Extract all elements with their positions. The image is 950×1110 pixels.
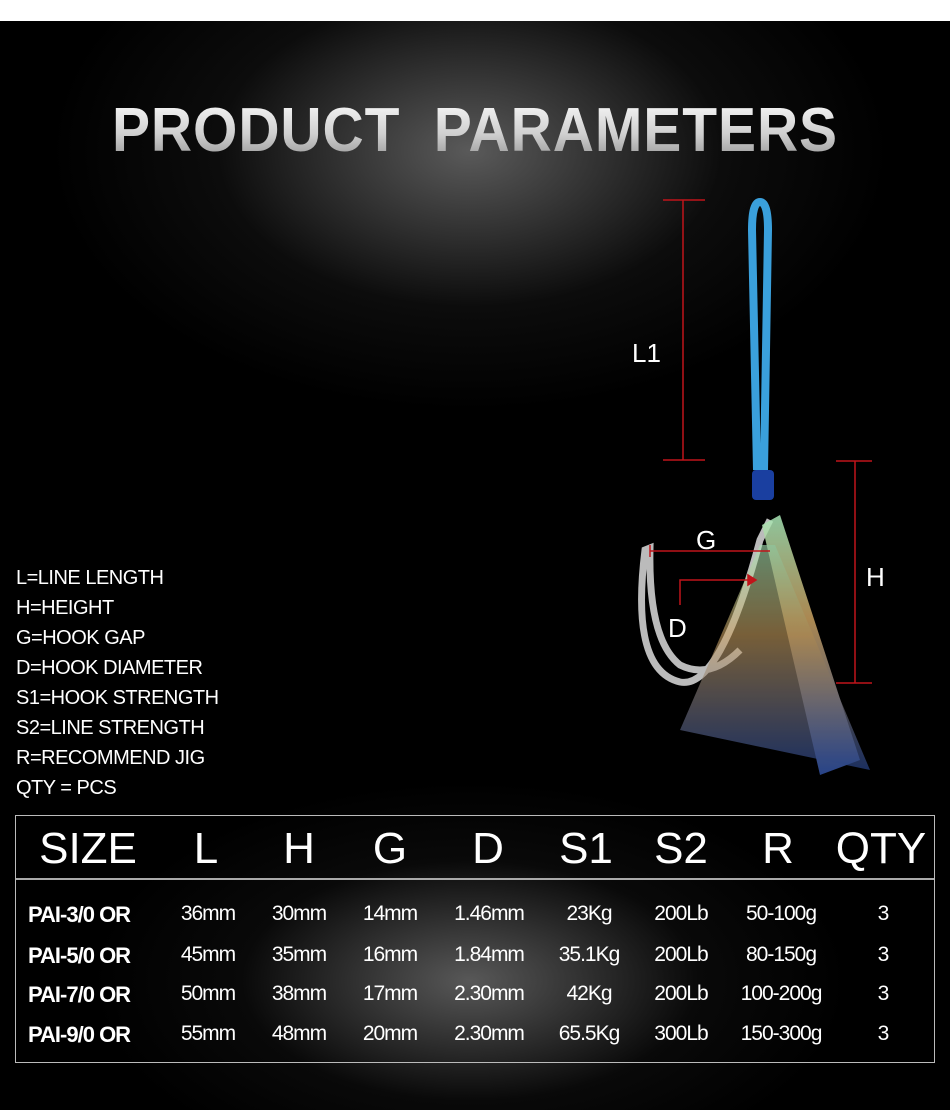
cell-l: 45mm: [180, 943, 236, 966]
cell-h: 35mm: [271, 943, 327, 966]
assist-hook-image: [638, 197, 872, 775]
cell-qty: 3: [877, 943, 890, 966]
cell-d: 2.30mm: [454, 1022, 525, 1045]
dimension-label-l1: L1: [632, 338, 661, 368]
top-strip: [0, 0, 950, 21]
cell-g: 16mm: [362, 943, 418, 966]
cell-qty: 3: [877, 902, 890, 925]
cell-size: PAI-5/0 OR: [28, 943, 131, 968]
cell-s2: 200Lb: [654, 902, 708, 925]
header-qty: QTY: [835, 824, 927, 873]
legend-item: H=HEIGHT: [16, 597, 114, 619]
cell-s1: 42Kg: [566, 982, 612, 1005]
cell-g: 20mm: [362, 1022, 418, 1045]
header-g: G: [372, 824, 408, 873]
header-size: SIZE: [39, 824, 137, 873]
header-s1: S1: [559, 824, 613, 873]
cell-size: PAI-3/0 OR: [28, 902, 131, 927]
legend-item: L=LINE LENGTH: [16, 567, 164, 589]
cell-s2: 300Lb: [654, 1022, 708, 1045]
legend-item: G=HOOK GAP: [16, 627, 145, 649]
dimension-label-d: D: [668, 613, 687, 643]
cell-qty: 3: [877, 1022, 890, 1045]
cell-d: 1.46mm: [454, 902, 525, 925]
page-title: PRODUCT PARAMETERS: [38, 95, 912, 166]
cell-size: PAI-7/0 OR: [28, 982, 131, 1007]
table-row: PAI-9/0 OR 55mm 48mm 20mm 2.30mm 65.5Kg 300Lb 1…: [16, 1022, 934, 1058]
cell-s1: 23Kg: [566, 902, 612, 925]
cell-r: 50-100g: [745, 902, 817, 925]
header-h: H: [283, 824, 315, 873]
table-header: SIZE L H G D S1 S2 R QTY: [16, 816, 934, 880]
tassel: [680, 515, 870, 775]
cell-l: 55mm: [180, 1022, 236, 1045]
cell-r: 150-300g: [740, 1022, 823, 1045]
header-r: R: [762, 824, 794, 873]
dimension-label-h: H: [866, 562, 885, 592]
cell-h: 48mm: [271, 1022, 327, 1045]
cell-h: 38mm: [271, 982, 327, 1005]
cell-r: 100-200g: [740, 982, 823, 1005]
legend-item: QTY = PCS: [16, 777, 117, 799]
cell-d: 1.84mm: [454, 943, 525, 966]
cell-h: 30mm: [271, 902, 327, 925]
legend: L=LINE LENGTH H=HEIGHT G=HOOK GAP D=HOOK…: [16, 563, 219, 803]
cell-g: 17mm: [362, 982, 418, 1005]
header-l: L: [193, 824, 219, 873]
cell-s1: 35.1Kg: [558, 943, 621, 966]
header-s2: S2: [654, 824, 708, 873]
table-row: PAI-3/0 OR 36mm 30mm 14mm 1.46mm 23Kg 200Lb 50-…: [16, 902, 934, 938]
cell-r: 80-150g: [745, 943, 817, 966]
table-row: PAI-7/0 OR 50mm 38mm 17mm 2.30mm 42Kg 200Lb 100…: [16, 982, 934, 1018]
cell-d: 2.30mm: [454, 982, 525, 1005]
legend-item: S1=HOOK STRENGTH: [16, 687, 219, 709]
cell-l: 36mm: [180, 902, 236, 925]
cell-s2: 200Lb: [654, 982, 708, 1005]
legend-item: D=HOOK DIAMETER: [16, 657, 203, 679]
cell-g: 14mm: [362, 902, 418, 925]
cell-s1: 65.5Kg: [558, 1022, 621, 1045]
cell-l: 50mm: [180, 982, 236, 1005]
parameters-table: SIZE L H G D S1 S2 R QTY PAI-3/0 OR 36mm 3…: [15, 815, 935, 1063]
legend-item: S2=LINE STRENGTH: [16, 717, 205, 739]
rope: [747, 197, 774, 500]
cell-s2: 200Lb: [654, 943, 708, 966]
header-d: D: [472, 824, 504, 873]
dimension-lines: [649, 199, 872, 684]
cell-qty: 3: [877, 982, 890, 1005]
table-row: PAI-5/0 OR 45mm 35mm 16mm 1.84mm 35.1Kg 200Lb 8…: [16, 943, 934, 979]
dimension-label-g: G: [696, 525, 717, 555]
cell-size: PAI-9/0 OR: [28, 1022, 131, 1047]
legend-item: R=RECOMMEND JIG: [16, 747, 205, 769]
